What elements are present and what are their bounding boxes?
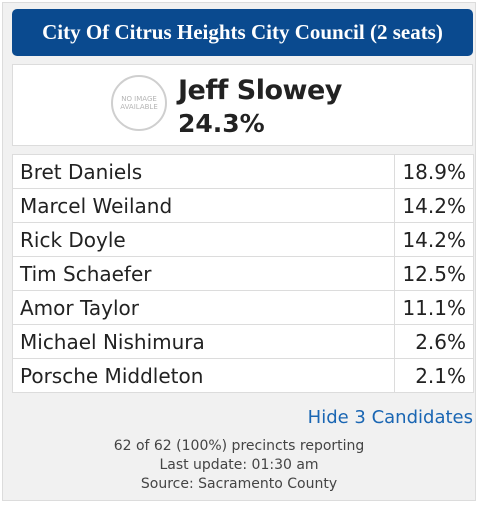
candidate-percent: 11.1% — [394, 290, 474, 325]
candidate-percent: 14.2% — [394, 222, 474, 257]
candidates-table: Bret Daniels 18.9% Marcel Weiland 14.2% … — [11, 154, 474, 393]
election-results-widget: City Of Citrus Heights City Council (2 s… — [2, 2, 476, 501]
candidate-name: Rick Doyle — [11, 222, 396, 257]
table-row: Tim Schaefer 12.5% — [11, 256, 474, 291]
last-update: Last update: 01:30 am — [159, 457, 319, 473]
table-row: Porsche Middleton 2.1% — [11, 358, 474, 393]
leading-candidate-card: NO IMAGE AVAILABLE Jeff Slowey 24.3% — [12, 64, 473, 146]
candidate-name: Michael Nishimura — [11, 324, 396, 359]
candidate-name: Marcel Weiland — [11, 188, 396, 223]
table-row: Amor Taylor 11.1% — [11, 290, 474, 325]
table-row: Bret Daniels 18.9% — [11, 154, 474, 189]
precincts-reporting: 62 of 62 (100%) precincts reporting — [113, 438, 365, 454]
candidate-percent: 2.1% — [394, 358, 474, 393]
no-image-placeholder-icon: NO IMAGE AVAILABLE — [111, 75, 167, 131]
data-source: Source: Sacramento County — [140, 476, 338, 492]
candidate-percent: 12.5% — [394, 256, 474, 291]
results-footer: 62 of 62 (100%) precincts reporting Last… — [3, 437, 475, 494]
candidate-percent: 18.9% — [394, 154, 474, 189]
table-row: Rick Doyle 14.2% — [11, 222, 474, 257]
leading-candidate-percent: 24.3% — [178, 109, 265, 138]
race-title: City Of Citrus Heights City Council (2 s… — [12, 9, 473, 56]
candidate-name: Porsche Middleton — [11, 358, 396, 393]
candidate-percent: 14.2% — [394, 188, 474, 223]
candidate-name: Tim Schaefer — [11, 256, 396, 291]
table-row: Michael Nishimura 2.6% — [11, 324, 474, 359]
leading-candidate-name: Jeff Slowey — [178, 75, 342, 106]
hide-candidates-link[interactable]: Hide 3 Candidates — [307, 407, 473, 428]
candidate-name: Bret Daniels — [11, 154, 396, 189]
candidate-percent: 2.6% — [394, 324, 474, 359]
candidate-name: Amor Taylor — [11, 290, 396, 325]
table-row: Marcel Weiland 14.2% — [11, 188, 474, 223]
